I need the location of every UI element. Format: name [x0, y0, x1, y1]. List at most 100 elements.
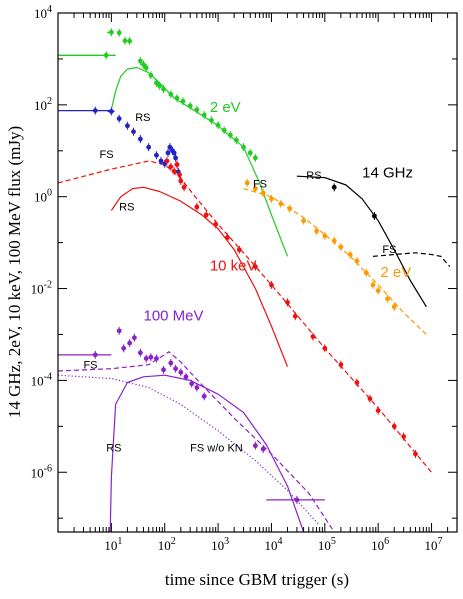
- data-point: [367, 396, 373, 402]
- data-point: [354, 380, 360, 385]
- tick-labels: 101 102 103 104 105 106 107 10-6 10-4 10-2 100 102 1…: [31, 4, 443, 553]
- x-tick-label: 101: [104, 536, 122, 553]
- data-point: [116, 116, 122, 122]
- data-point: [292, 313, 298, 319]
- data-point: [269, 282, 274, 288]
- data-point: [92, 352, 98, 358]
- data-point: [278, 201, 284, 207]
- data-point: [322, 233, 328, 239]
- annotation-label: RS: [135, 112, 150, 124]
- annotation-label: FS: [382, 244, 396, 256]
- annotation-label: FS: [100, 149, 114, 161]
- data-point: [269, 196, 274, 202]
- data-point: [413, 451, 418, 457]
- annotation-label: FS w/o KN: [190, 443, 243, 455]
- axis-ticks: [57, 12, 458, 532]
- annotation-label: RS: [119, 202, 134, 214]
- data-point: [121, 345, 127, 351]
- data-point: [131, 335, 137, 341]
- x-axis-title: time since GBM trigger (s): [165, 570, 349, 589]
- annotation-label: 100 MeV: [143, 308, 203, 325]
- data-point: [154, 152, 159, 158]
- data-point: [154, 80, 159, 86]
- data-point: [347, 252, 353, 257]
- annotation-label: 10 keV: [210, 257, 257, 274]
- x-tick-label: 105: [318, 536, 336, 553]
- data-point: [116, 328, 122, 334]
- data-point: [183, 374, 189, 380]
- data-point: [108, 29, 114, 35]
- y-tick-label: 10-6: [31, 463, 52, 480]
- data-point: [108, 109, 114, 114]
- data-point: [137, 58, 143, 64]
- data-point: [314, 228, 319, 234]
- data-point: [203, 212, 209, 218]
- data-point: [370, 282, 376, 288]
- data-point: [252, 155, 258, 161]
- data-point: [168, 91, 174, 97]
- data-point: [401, 434, 407, 439]
- y-axis-title: 14 GHz, 2eV, 10 keV, 100 MeV flux (mJy): [5, 126, 24, 418]
- y-tick-label: 10-2: [31, 280, 52, 297]
- data-point: [148, 72, 154, 78]
- data-point: [180, 98, 186, 104]
- data-point: [165, 150, 171, 156]
- data-point: [194, 204, 200, 210]
- data-point: [338, 244, 344, 250]
- data-point: [103, 52, 109, 58]
- model-curves: [57, 66, 451, 533]
- data-point: [363, 270, 369, 276]
- data-point: [215, 122, 221, 128]
- y-tick-label: 104: [34, 4, 52, 21]
- data-point: [331, 184, 337, 190]
- data-point: [301, 218, 306, 224]
- data-point: [375, 288, 381, 294]
- data-point: [213, 221, 219, 227]
- model-curve: [243, 188, 427, 335]
- data-point: [161, 367, 166, 373]
- data-point: [158, 158, 164, 164]
- data-point: [260, 190, 266, 196]
- data-point: [141, 62, 146, 68]
- x-tick-label: 107: [425, 536, 443, 553]
- data-point: [375, 408, 381, 413]
- model-curve: [57, 351, 335, 533]
- annotation-label: 2 eV: [210, 99, 241, 116]
- x-tick-label: 104: [264, 536, 282, 553]
- data-point: [143, 356, 149, 361]
- y-tick-label: 102: [34, 96, 52, 113]
- model-curve: [110, 186, 289, 367]
- annotation-label: FS: [253, 178, 267, 190]
- data-point: [252, 186, 258, 192]
- model-curve: [296, 175, 427, 308]
- data-point: [338, 362, 344, 368]
- annotations: 2 eV 14 GHz 10 keV 2 eV 100 MeV RS FS RS FS RS FS F…: [83, 99, 413, 455]
- data-point: [354, 258, 360, 264]
- data-point: [209, 117, 214, 123]
- annotation-label: RS: [306, 170, 321, 182]
- data-point: [122, 38, 128, 44]
- x-tick-label: 103: [211, 536, 229, 553]
- data-point: [310, 334, 316, 339]
- data-point: [287, 206, 293, 212]
- annotation-label: 14 GHz: [362, 165, 413, 182]
- model-curve: [109, 374, 305, 533]
- data-point: [201, 393, 207, 399]
- data-point: [116, 30, 122, 36]
- data-point: [322, 345, 328, 351]
- data-points: [58, 28, 418, 504]
- model-curve: [372, 252, 451, 267]
- data-point: [385, 296, 390, 302]
- data-point: [92, 108, 98, 113]
- annotation-label: RS: [106, 443, 121, 455]
- data-point: [227, 132, 233, 138]
- data-point: [391, 304, 397, 310]
- data-point: [148, 354, 154, 360]
- data-point: [173, 366, 179, 372]
- data-point: [171, 168, 177, 174]
- data-point: [221, 127, 227, 133]
- data-point: [125, 123, 130, 129]
- data-point: [201, 112, 207, 118]
